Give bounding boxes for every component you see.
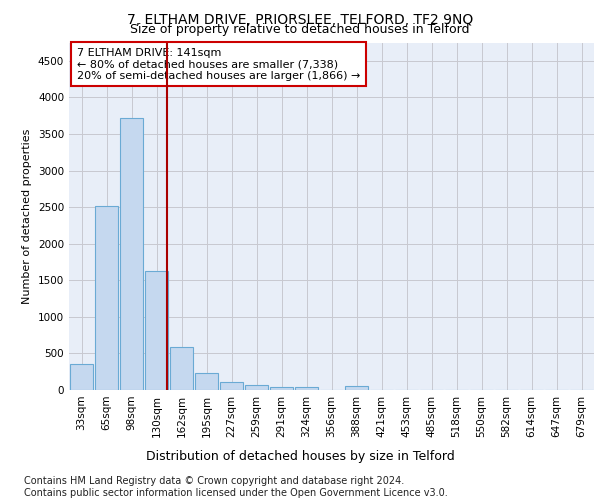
Text: 7 ELTHAM DRIVE: 141sqm
← 80% of detached houses are smaller (7,338)
20% of semi-: 7 ELTHAM DRIVE: 141sqm ← 80% of detached… [77,48,360,81]
Bar [70,364,93,390]
Bar [195,373,218,390]
Bar [220,382,243,390]
Text: Size of property relative to detached houses in Telford: Size of property relative to detached ho… [130,22,470,36]
Y-axis label: Number of detached properties: Number of detached properties [22,128,32,304]
Bar [120,118,143,390]
Bar [345,386,368,390]
Bar [170,347,193,390]
Text: Contains HM Land Registry data © Crown copyright and database right 2024.: Contains HM Land Registry data © Crown c… [24,476,404,486]
Bar [95,206,118,390]
Bar [245,385,268,390]
Text: Distribution of detached houses by size in Telford: Distribution of detached houses by size … [146,450,454,463]
Bar [145,271,168,390]
Bar [295,387,318,390]
Text: Contains public sector information licensed under the Open Government Licence v3: Contains public sector information licen… [24,488,448,498]
Bar [270,386,293,390]
Text: 7, ELTHAM DRIVE, PRIORSLEE, TELFORD, TF2 9NQ: 7, ELTHAM DRIVE, PRIORSLEE, TELFORD, TF2… [127,12,473,26]
